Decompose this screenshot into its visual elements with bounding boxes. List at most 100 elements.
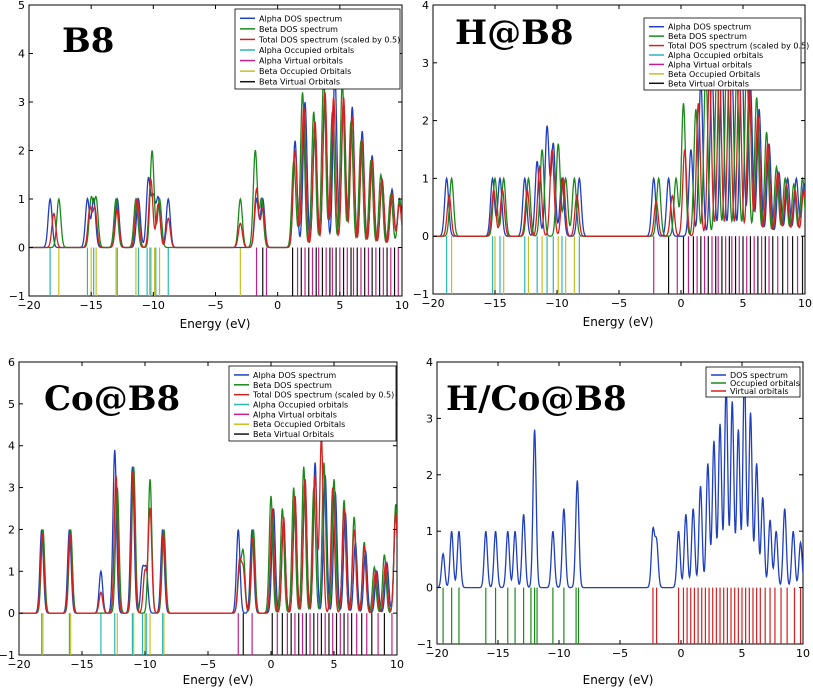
x-tick-label: 5 <box>739 647 746 660</box>
y-tick-label: 3 <box>426 412 433 425</box>
legend-label: Beta Virtual Orbitals <box>253 430 334 439</box>
legend-label: Alpha Occupied orbitals <box>253 401 348 410</box>
x-tick-label: −10 <box>133 658 156 671</box>
x-tick-label: 0 <box>678 297 685 310</box>
legend-box <box>234 8 401 90</box>
panel-hcob8-xlabel: Energy (eV) <box>583 673 654 687</box>
legend-label: Total DOS spectrum (scaled by 0.5) <box>252 391 394 400</box>
legend-label: Total DOS spectrum (scaled by 0.5) <box>667 42 809 51</box>
panel-b8-traces <box>29 72 402 296</box>
dos-series-line <box>437 373 803 589</box>
x-tick-label: −20 <box>17 299 40 312</box>
x-tick-label: 10 <box>395 299 409 312</box>
x-tick-label: −20 <box>7 658 30 671</box>
x-tick-label: 5 <box>336 299 343 312</box>
legend-label: Alpha DOS spectrum <box>259 14 342 23</box>
x-tick-label: −10 <box>545 297 568 310</box>
panel-cob8-traces <box>19 437 397 655</box>
y-tick-label: 3 <box>8 482 15 495</box>
y-tick-label: 4 <box>422 0 429 12</box>
legend-label: Beta DOS spectrum <box>259 25 338 34</box>
legend-label: Beta Virtual Orbitals <box>668 79 749 88</box>
dos-series-line <box>29 92 402 249</box>
x-tick-label: 10 <box>390 658 404 671</box>
y-tick-label: 6 <box>8 356 15 369</box>
y-tick-label: −1 <box>0 649 15 662</box>
x-tick-label: −5 <box>200 658 216 671</box>
x-tick-label: −15 <box>486 647 509 660</box>
panel-cob8-title: Co@B8 <box>44 379 180 419</box>
panel-b8-legend: Alpha DOS spectrum Beta DOS spectrumTotal… <box>234 8 401 90</box>
legend-box <box>705 366 801 398</box>
y-tick-label: 1 <box>18 193 25 206</box>
x-tick-label: −15 <box>70 658 93 671</box>
x-tick-label: 0 <box>274 299 281 312</box>
y-tick-label: −1 <box>417 638 433 651</box>
x-tick-label: 10 <box>796 647 810 660</box>
legend-label: Beta Occupied Orbitals <box>253 420 345 429</box>
x-tick-label: −10 <box>547 647 570 660</box>
y-tick-label: 0 <box>8 607 15 620</box>
legend-label: Beta DOS spectrum <box>668 32 747 41</box>
y-tick-label: 2 <box>426 469 433 482</box>
legend-label: Beta DOS spectrum <box>253 381 332 390</box>
y-tick-label: 1 <box>8 565 15 578</box>
panel-hb8-title: H@B8 <box>455 13 574 53</box>
y-tick-label: 5 <box>8 398 15 411</box>
y-tick-label: 2 <box>422 115 429 128</box>
panel-hcob8-traces <box>437 373 803 644</box>
x-tick-label: 5 <box>331 658 338 671</box>
dos-series-line <box>19 437 397 614</box>
y-tick-label: 2 <box>18 145 25 158</box>
panel-b8-xlabel: Energy (eV) <box>180 317 251 331</box>
y-tick-label: 3 <box>422 57 429 70</box>
y-tick-label: 5 <box>18 0 25 12</box>
y-tick-label: 3 <box>18 96 25 109</box>
y-tick-label: 4 <box>18 48 25 61</box>
x-tick-label: −20 <box>421 297 444 310</box>
y-tick-label: 0 <box>18 242 25 255</box>
panel-hb8-xlabel: Energy (eV) <box>583 315 654 329</box>
legend-label: Alpha Virtual orbitals <box>668 60 752 69</box>
y-tick-label: −1 <box>9 290 25 303</box>
legend-box <box>643 17 802 91</box>
y-tick-label: 1 <box>422 172 429 185</box>
y-tick-label: −1 <box>413 288 429 301</box>
x-tick-label: −5 <box>612 647 628 660</box>
x-tick-label: −20 <box>425 647 448 660</box>
x-tick-label: −5 <box>611 297 627 310</box>
y-tick-label: 2 <box>8 523 15 536</box>
panel-hcob8-title: H/Co@B8 <box>446 379 627 419</box>
y-tick-label: 4 <box>426 356 433 369</box>
legend-label: Occupied orbitals <box>730 379 800 388</box>
legend-label: Virtual orbitals <box>730 387 789 396</box>
y-tick-label: 4 <box>8 440 15 453</box>
x-tick-label: 0 <box>268 658 275 671</box>
y-tick-label: 0 <box>426 582 433 595</box>
x-tick-label: 10 <box>798 297 812 310</box>
legend-label: Beta Occupied Orbitals <box>259 67 351 76</box>
dos-series-line <box>433 68 805 237</box>
x-tick-label: −10 <box>142 299 165 312</box>
x-tick-label: −15 <box>483 297 506 310</box>
x-tick-label: 0 <box>678 647 685 660</box>
legend-box <box>228 365 397 442</box>
y-tick-label: 0 <box>422 230 429 243</box>
x-tick-label: −15 <box>80 299 103 312</box>
legend-label: Beta Virtual Orbitals <box>259 78 340 87</box>
legend-label: Alpha Occupied orbitals <box>259 46 354 55</box>
legend-label: Alpha Virtual orbitals <box>259 57 343 66</box>
legend-label: Alpha Virtual orbitals <box>253 410 337 419</box>
legend-label: Beta Occupied Orbitals <box>668 70 760 79</box>
x-tick-label: −5 <box>207 299 223 312</box>
panel-cob8-xlabel: Energy (eV) <box>183 673 254 687</box>
